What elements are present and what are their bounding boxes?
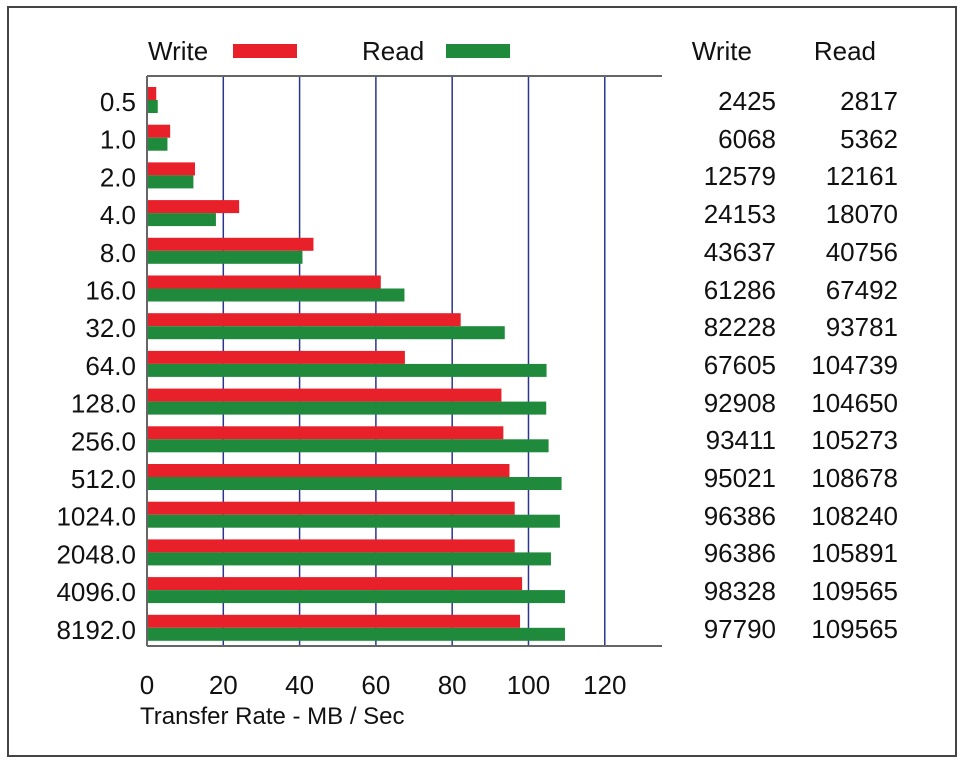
y-tick-label: 128.0 [71,389,136,419]
x-tick-label: 20 [209,670,238,700]
bar-read-16.0 [147,288,405,302]
table-write-value-1024.0: 96386 [703,500,776,531]
table-read-value-16.0: 67492 [825,274,898,305]
y-tick-label: 64.0 [85,351,136,381]
bar-write-2.0 [147,162,195,176]
x-tick-label: 80 [438,670,467,700]
y-tick-label: 4096.0 [56,577,136,607]
bar-write-8192.0 [147,614,521,628]
table-read-value-32.0: 93781 [825,312,898,343]
legend-write-swatch [233,44,297,58]
x-tick-label: 60 [361,670,390,700]
x-axis-title: Transfer Rate - MB / Sec [140,703,405,730]
table-read-value-64.0: 104739 [811,349,898,380]
table-read-value-256.0: 105273 [811,425,898,456]
bar-read-4.0 [147,213,216,227]
table-write-value-0.5: 2425 [718,86,776,116]
legend-read-swatch [446,44,510,58]
table-write-value-2048.0: 96386 [703,538,776,569]
table-write-value-128.0: 92908 [703,387,776,418]
legend-read-label: Read [362,36,425,66]
table-read-value-1.0: 5362 [840,123,898,154]
table-read-value-2.0: 12161 [825,161,898,192]
bar-write-256.0 [147,426,504,440]
table-write-value-4.0: 24153 [703,199,776,230]
y-tick-label: 0.5 [100,87,136,117]
bar-write-64.0 [147,350,405,364]
table-header-write: Write [691,36,752,66]
y-tick-label: 2.0 [100,162,136,192]
legend: Write Read [0,0,967,80]
table-read-value-1024.0: 108240 [811,500,898,531]
y-tick-label: 16.0 [85,276,136,306]
table-read-value-4096.0: 109565 [811,576,898,607]
bar-read-1.0 [147,137,168,151]
legend-write-label: Write [148,36,209,66]
table-read-value-4.0: 18070 [825,199,898,230]
bar-read-2.0 [147,175,194,189]
x-tick-label: 100 [507,670,550,700]
y-tick-label: 4.0 [100,200,136,230]
bar-read-32.0 [147,326,505,340]
y-tick-label: 512.0 [71,464,136,494]
table-write-value-2.0: 12579 [703,161,776,192]
table-write-value-1.0: 6068 [718,123,776,154]
y-tick-label: 1.0 [100,125,136,155]
table-write-value-64.0: 67605 [703,349,776,380]
table-header-read: Read [813,36,876,66]
table-write-value-4096.0: 98328 [703,576,776,607]
bar-write-2048.0 [147,539,515,553]
y-tick-label: 8.0 [100,238,136,268]
x-tick-label: 0 [140,670,154,700]
bar-read-0.5 [147,100,158,113]
bar-read-4096.0 [147,590,565,604]
bar-read-256.0 [147,439,549,453]
bar-read-512.0 [147,477,562,490]
table-write-value-256.0: 93411 [705,425,776,456]
bar-read-128.0 [147,401,547,415]
bar-write-1.0 [147,124,171,138]
bar-read-1024.0 [147,514,560,528]
bar-write-128.0 [147,388,502,402]
table-write-value-512.0: 95021 [703,463,776,493]
table-read-value-512.0: 108678 [811,463,898,493]
y-tick-label: 8192.0 [56,615,136,645]
y-tick-label: 256.0 [71,426,136,456]
table-write-value-32.0: 82228 [703,312,776,343]
bar-write-1024.0 [147,501,515,515]
table-write-value-8.0: 43637 [703,236,776,267]
table-read-value-8.0: 40756 [825,236,898,267]
bar-read-8.0 [147,250,303,264]
bar-read-8192.0 [147,627,565,641]
bar-write-4.0 [147,200,240,214]
y-tick-label: 1024.0 [56,502,136,532]
bar-read-2048.0 [147,552,551,566]
table-read-value-128.0: 104650 [811,387,898,418]
table-read-value-0.5: 2817 [840,86,898,116]
bar-read-64.0 [147,363,547,377]
y-tick-label: 2048.0 [56,539,136,569]
x-tick-label: 40 [285,670,314,700]
bar-write-4096.0 [147,577,523,591]
table-read-value-2048.0: 105891 [811,538,898,569]
table-write-value-8192.0: 97790 [703,613,776,644]
table-write-value-16.0: 61286 [703,274,776,305]
bar-write-8.0 [147,237,314,251]
bar-write-32.0 [147,313,461,327]
y-tick-label: 32.0 [85,313,136,343]
x-tick-label: 120 [583,670,626,700]
bar-write-512.0 [147,464,510,477]
bar-write-0.5 [147,87,157,100]
bar-write-16.0 [147,275,381,289]
table-read-value-8192.0: 109565 [811,613,898,644]
